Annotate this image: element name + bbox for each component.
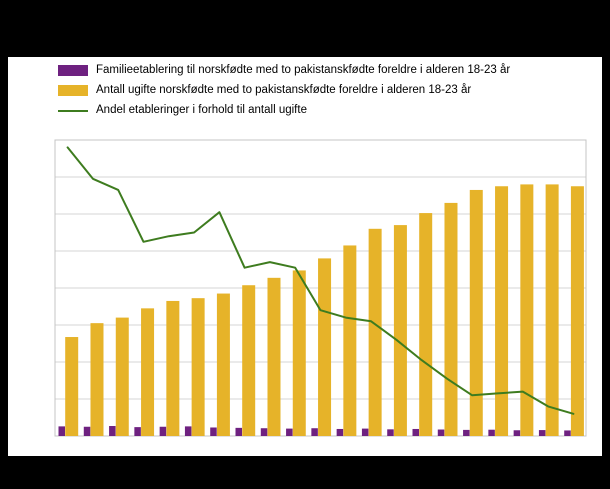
bar-antall-ugifte: [191, 298, 205, 436]
bar-familieetablering: [58, 426, 65, 436]
bar-familieetablering: [311, 428, 318, 436]
bar-familieetablering: [488, 429, 495, 436]
bar-antall-ugifte: [469, 189, 483, 436]
bar-antall-ugifte: [343, 245, 357, 436]
bar-antall-ugifte: [242, 285, 256, 436]
bar-familieetablering: [184, 426, 192, 436]
legend-item: Andel etableringer i forhold til antall …: [58, 104, 510, 117]
bar-antall-ugifte: [545, 184, 559, 436]
bar-familieetablering: [159, 426, 167, 436]
legend: Familieetablering til norskfødte med to …: [58, 64, 510, 117]
bar-antall-ugifte: [216, 293, 230, 436]
legend-label: Andel etableringer i forhold til antall …: [96, 104, 307, 116]
bar-familieetablering: [387, 429, 394, 436]
bar-familieetablering: [134, 427, 141, 436]
legend-bar-swatch: [58, 65, 88, 76]
bar-familieetablering: [412, 428, 419, 436]
bar-antall-ugifte: [166, 300, 180, 436]
bar-antall-ugifte: [495, 186, 509, 436]
legend-item: Familieetablering til norskfødte med to …: [58, 64, 510, 77]
bar-familieetablering: [564, 430, 571, 436]
bar-familieetablering: [538, 430, 546, 436]
trend-line-andel: [66, 146, 575, 415]
legend-line-swatch: [58, 105, 88, 116]
legend-label: Antall ugifte norskfødte med to pakistan…: [96, 84, 472, 96]
chart-plot-area: [54, 139, 587, 437]
legend-label: Familieetablering til norskfødte med to …: [96, 64, 511, 76]
bar-familieetablering: [336, 428, 344, 436]
bar-antall-ugifte: [444, 202, 458, 436]
bar-antall-ugifte: [267, 277, 281, 436]
bar-familieetablering: [437, 429, 445, 436]
legend-line: [58, 109, 88, 112]
legend-item: Antall ugifte norskfødte med to pakistan…: [58, 84, 510, 97]
bar-familieetablering: [235, 427, 242, 436]
bar-familieetablering: [361, 428, 369, 436]
bar-familieetablering: [463, 429, 470, 436]
bar-antall-ugifte: [65, 337, 79, 436]
bar-antall-ugifte: [570, 186, 584, 436]
bar-antall-ugifte: [419, 213, 433, 436]
legend-bar-swatch: [58, 85, 88, 96]
bar-antall-ugifte: [141, 308, 155, 436]
bar-antall-ugifte: [318, 258, 332, 436]
bar-antall-ugifte: [520, 184, 534, 436]
bar-familieetablering: [83, 426, 91, 436]
bar-familieetablering: [513, 430, 521, 436]
bar-antall-ugifte: [292, 270, 306, 436]
bar-familieetablering: [260, 428, 268, 436]
chart-panel: Familieetablering til norskfødte med to …: [8, 57, 602, 456]
bar-antall-ugifte: [393, 225, 407, 436]
bar-antall-ugifte: [115, 317, 129, 436]
bar-antall-ugifte: [368, 228, 382, 436]
bar-familieetablering: [286, 428, 293, 436]
bar-familieetablering: [210, 427, 217, 436]
bar-familieetablering: [109, 426, 116, 436]
bar-antall-ugifte: [90, 323, 104, 436]
